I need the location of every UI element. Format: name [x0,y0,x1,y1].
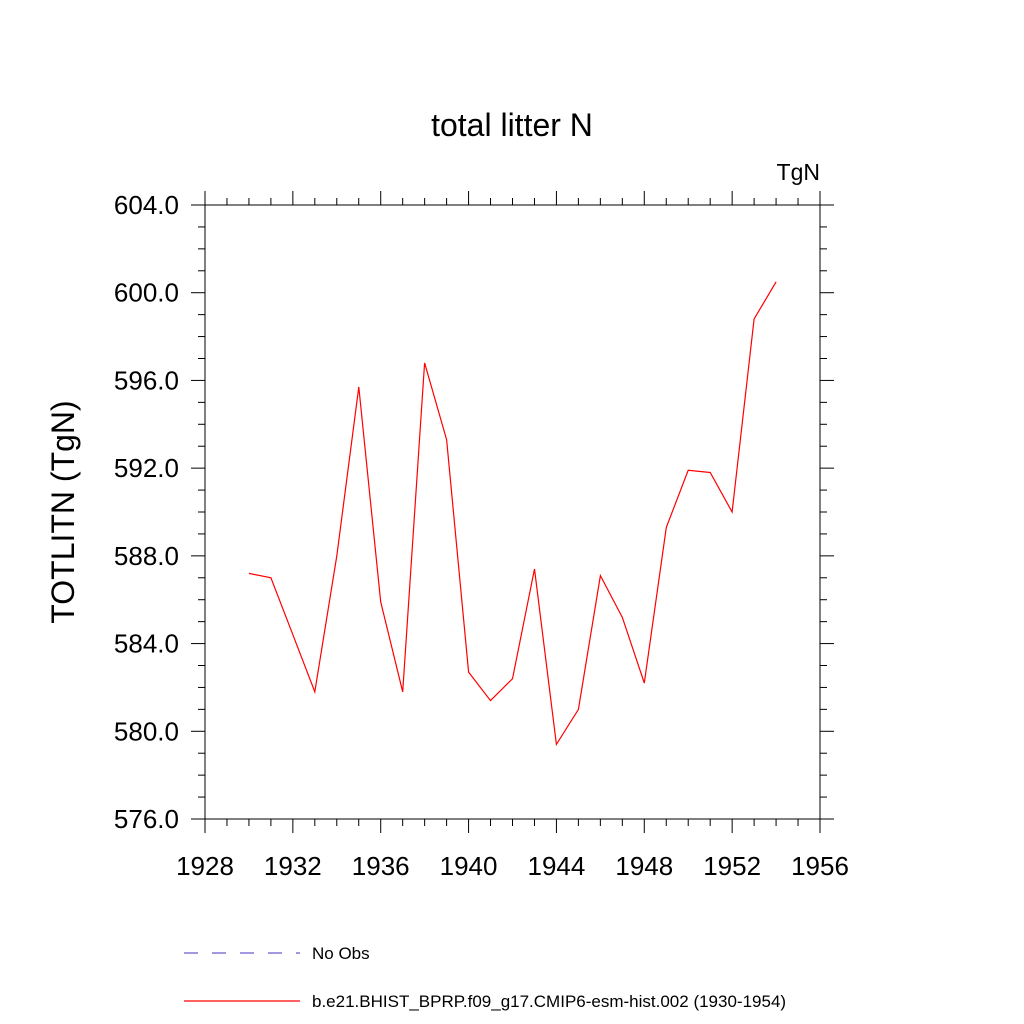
y-tick-label: 600.0 [114,278,179,308]
y-tick-label: 580.0 [114,716,179,746]
x-tick-label: 1928 [176,851,234,881]
units-label: TgN [777,159,820,185]
x-tick-label: 1932 [264,851,322,881]
legend-label-model-run: b.e21.BHIST_BPRP.f09_g17.CMIP6-esm-hist.… [312,992,786,1011]
y-tick-label: 596.0 [114,365,179,395]
series-line-1 [248,281,777,747]
y-tick-label: 588.0 [114,541,179,571]
x-tick-label: 1952 [703,851,761,881]
chart-title: total litter N [431,107,593,143]
x-tick-label: 1936 [352,851,410,881]
legend-item-no-obs: No Obs [184,944,370,963]
x-tick-label: 1940 [440,851,498,881]
legend-label-no-obs: No Obs [312,944,370,963]
x-tick-labels: 1928 1932 1936 1940 1944 1948 1952 1956 [176,851,849,881]
y-tick-label: 576.0 [114,804,179,834]
y-tick-label: 604.0 [114,190,179,220]
y-tick-label: 584.0 [114,629,179,659]
legend: No Obs b.e21.BHIST_BPRP.f09_g17.CMIP6-es… [184,944,786,1011]
y-tick-labels: 576.0 580.0 584.0 588.0 592.0 596.0 600.0 604.0 [114,190,179,834]
plot-frame [204,204,821,820]
axis-ticks [191,191,834,833]
y-axis-label: TOTLITN (TgN) [45,400,81,623]
y-tick-label: 592.0 [114,453,179,483]
legend-item-model-run: b.e21.BHIST_BPRP.f09_g17.CMIP6-esm-hist.… [184,992,786,1011]
x-tick-label: 1948 [615,851,673,881]
x-tick-label: 1956 [791,851,849,881]
series-layer [248,281,777,747]
x-tick-label: 1944 [528,851,586,881]
